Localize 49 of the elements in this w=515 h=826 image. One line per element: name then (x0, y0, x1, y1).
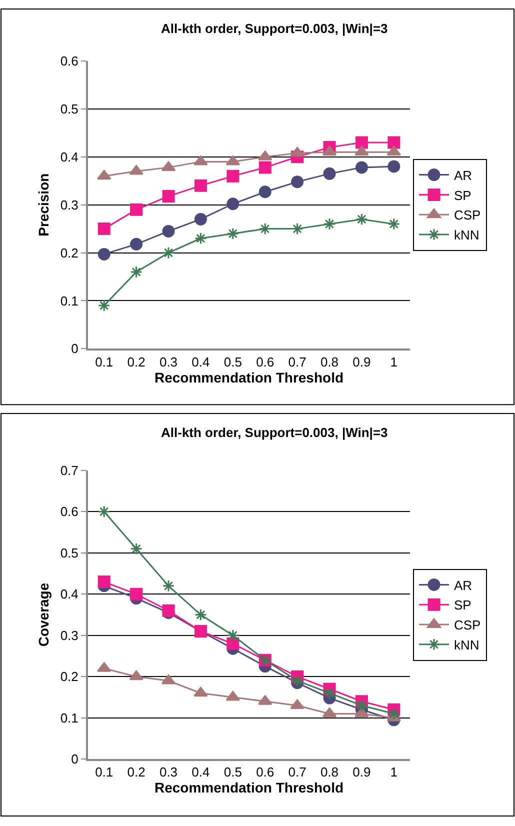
x-tick-label: 0.7 (288, 354, 306, 370)
y-tick-label: 0.2 (60, 245, 78, 260)
y-tick-label: 0.6 (60, 504, 78, 520)
x-tick-label: 0.6 (256, 354, 274, 370)
chart-title: All-kth order, Support=0.003, |Win|=3 (161, 425, 388, 440)
legend-label: AR (454, 578, 472, 593)
legend-label: SP (454, 598, 472, 613)
x-tick-label: 0.5 (224, 764, 242, 780)
y-tick-label: 0.4 (60, 586, 78, 602)
y-tick-label: 0.1 (60, 293, 78, 308)
y-tick-label: 0.1 (60, 710, 78, 726)
legend-label: kNN (454, 228, 480, 243)
y-tick-label: 0.6 (60, 54, 78, 69)
x-tick-label: 0.2 (127, 764, 146, 780)
y-tick-label: 0.5 (60, 102, 78, 116)
x-tick-label: 1 (390, 764, 398, 780)
x-axis-title: Recommendation Threshold (154, 780, 344, 796)
legend-label: CSP (454, 618, 481, 633)
x-tick-label: 0.3 (159, 354, 178, 370)
y-tick-label: 0.2 (60, 669, 78, 684)
legend-label: AR (454, 168, 472, 183)
y-tick-label: 0.4 (60, 149, 78, 164)
x-tick-label: 0.4 (192, 764, 210, 780)
x-tick-label: 0.2 (127, 354, 146, 370)
x-axis-title: Recommendation Threshold (154, 369, 344, 386)
y-tick-label: 0 (71, 341, 78, 356)
y-tick-label: 0 (71, 752, 78, 767)
chart-title: All-kth order, Support=0.003, |Win|=3 (161, 21, 388, 36)
x-tick-label: 0.1 (95, 764, 114, 780)
legend-label: CSP (454, 208, 481, 223)
y-axis-title: Precision (35, 173, 52, 236)
x-tick-label: 0.6 (256, 764, 274, 780)
legend-label: kNN (454, 637, 480, 652)
legend-label: SP (454, 188, 472, 203)
y-tick-label: 0.3 (60, 197, 78, 212)
x-tick-label: 0.3 (159, 764, 178, 780)
x-tick-label: 0.4 (192, 354, 210, 370)
x-tick-label: 0.8 (320, 354, 339, 370)
x-tick-label: 0.5 (224, 354, 242, 370)
y-tick-label: 0.3 (60, 628, 78, 643)
x-tick-label: 0.9 (352, 764, 371, 780)
x-tick-label: 1 (390, 354, 398, 370)
x-tick-label: 0.8 (320, 764, 339, 780)
x-tick-label: 0.9 (352, 354, 371, 370)
y-axis-title: Coverage (35, 582, 52, 647)
y-tick-label: 0.5 (60, 545, 78, 560)
x-tick-label: 0.7 (288, 764, 306, 780)
y-tick-label: 0.7 (60, 462, 78, 478)
x-tick-label: 0.1 (95, 354, 114, 370)
